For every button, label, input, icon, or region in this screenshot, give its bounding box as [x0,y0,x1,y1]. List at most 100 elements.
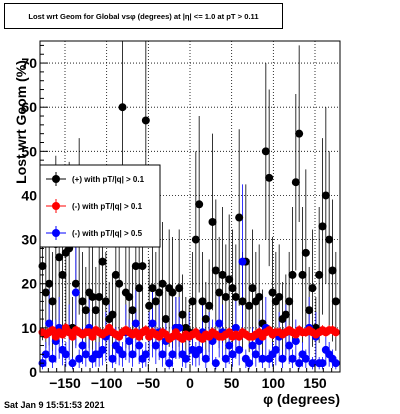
data-point-3 [238,257,247,266]
data-point-1 [281,310,290,319]
data-point-3 [288,354,297,363]
legend-label: (-) with pT/|q| > 0.5 [72,229,143,238]
data-point-1 [215,288,224,297]
data-point-3 [181,354,190,363]
data-point-1 [111,270,120,279]
data-point-1 [161,315,170,324]
data-point-1 [228,284,237,293]
data-point-1 [298,270,307,279]
data-point-1 [118,103,127,112]
data-point-1 [331,297,340,306]
y-tick-label: 30 [21,232,37,248]
legend-label: (-) with pT/|q| > 0.1 [72,202,143,211]
data-point-2 [331,328,340,337]
data-point-1 [115,279,124,288]
legend-label: (+) with pT/|q| > 0.1 [72,175,145,184]
data-point-1 [248,284,257,293]
data-point-1 [128,306,137,315]
data-point-3 [141,350,150,359]
data-point-1 [155,288,164,297]
data-point-3 [235,345,244,354]
data-point-3 [245,359,254,368]
data-point-1 [231,292,240,301]
x-tick-label: 0 [186,375,194,391]
data-point-1 [318,222,327,231]
legend-marker [52,229,60,237]
data-point-1 [275,292,284,301]
y-tick-label: 20 [21,276,37,292]
data-point-1 [95,292,104,301]
data-point-1 [218,270,227,279]
data-point-3 [215,319,224,328]
data-point-1 [225,275,234,284]
data-point-3 [81,350,90,359]
data-point-3 [165,359,174,368]
data-point-1 [148,284,157,293]
data-point-3 [68,359,77,368]
data-point-3 [271,345,280,354]
data-point-3 [61,350,70,359]
data-point-3 [151,341,160,350]
data-point-3 [285,341,294,350]
data-point-2 [141,326,150,335]
data-point-1 [208,217,217,226]
data-point-3 [331,359,340,368]
data-point-1 [48,297,57,306]
data-point-3 [295,359,304,368]
data-point-1 [321,191,330,200]
data-point-3 [221,354,230,363]
data-point-3 [251,350,260,359]
data-point-1 [285,297,294,306]
data-point-1 [151,297,160,306]
data-point-3 [225,341,234,350]
x-tick-label: −50 [136,375,160,391]
legend-marker [52,202,60,210]
data-point-2 [88,332,97,341]
y-tick-label: 10 [21,320,37,336]
data-point-1 [205,301,214,310]
data-point-1 [81,306,90,315]
data-point-3 [98,345,107,354]
data-point-1 [265,173,274,182]
data-point-2 [58,330,67,339]
x-tick-label: 100 [262,375,286,391]
data-point-3 [318,359,327,368]
x-axis-label: φ (degrees) [263,391,340,407]
data-point-3 [48,354,57,363]
data-point-1 [71,279,80,288]
chart-title: Lost wrt Geom for Global vsφ (degrees) a… [28,11,259,21]
data-point-1 [168,288,177,297]
data-point-3 [78,341,87,350]
data-point-1 [245,301,254,310]
data-point-1 [268,288,277,297]
data-point-1 [101,297,110,306]
data-point-1 [138,262,147,271]
data-point-1 [108,310,117,319]
date-stamp: Sat Jan 9 15:51:53 2021 [4,400,105,410]
data-point-3 [278,354,287,363]
data-point-2 [48,326,57,335]
data-point-3 [108,354,117,363]
data-point-1 [98,257,107,266]
data-point-1 [201,315,210,324]
data-point-3 [41,350,50,359]
data-point-1 [41,288,50,297]
data-point-1 [88,292,97,301]
data-point-3 [125,337,134,346]
data-point-1 [58,270,67,279]
data-point-1 [308,284,317,293]
data-point-1 [175,284,184,293]
x-tick-label: 50 [224,375,240,391]
chart-title-box: Lost wrt Geom for Global vsφ (degrees) a… [4,3,283,29]
data-point-1 [145,301,154,310]
data-point-1 [91,306,100,315]
y-tick-label: 70 [21,55,37,71]
data-point-3 [168,350,177,359]
y-axis-label: Lost wrt Geom (%) [13,60,29,184]
data-point-1 [55,253,64,262]
data-point-1 [195,200,204,209]
data-point-3 [118,350,127,359]
data-point-1 [328,266,337,275]
data-point-1 [301,248,310,257]
